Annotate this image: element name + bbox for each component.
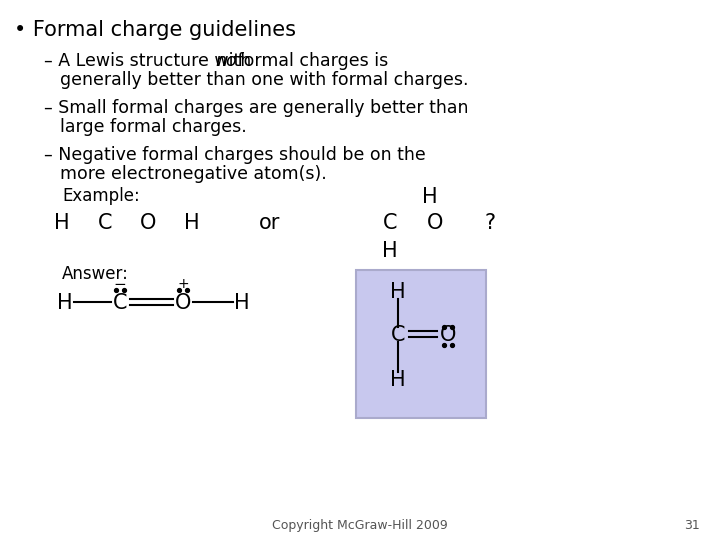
Text: large formal charges.: large formal charges. <box>60 118 247 136</box>
Text: C: C <box>98 213 112 233</box>
Text: – A Lewis structure with: – A Lewis structure with <box>44 52 257 70</box>
Text: no: no <box>215 52 237 70</box>
Text: C: C <box>113 293 127 313</box>
Text: more electronegative atom(s).: more electronegative atom(s). <box>60 165 327 183</box>
Text: • Formal charge guidelines: • Formal charge guidelines <box>14 20 296 40</box>
Text: H: H <box>57 293 73 313</box>
Text: ?: ? <box>485 213 495 233</box>
Text: Example:: Example: <box>62 187 140 205</box>
Text: O: O <box>427 213 444 233</box>
Text: 31: 31 <box>684 519 700 532</box>
Text: H: H <box>54 213 70 233</box>
Text: H: H <box>422 187 438 207</box>
Text: formal charges is: formal charges is <box>232 52 388 70</box>
Text: −: − <box>114 277 127 292</box>
Text: +: + <box>177 277 189 291</box>
Text: O: O <box>440 325 456 345</box>
Text: O: O <box>175 293 192 313</box>
Text: – Negative formal charges should be on the: – Negative formal charges should be on t… <box>44 146 426 164</box>
Text: Answer:: Answer: <box>62 265 129 283</box>
FancyBboxPatch shape <box>356 270 486 418</box>
Text: O: O <box>140 213 156 233</box>
Text: Copyright McGraw-Hill 2009: Copyright McGraw-Hill 2009 <box>272 519 448 532</box>
Text: H: H <box>184 213 200 233</box>
Text: H: H <box>382 241 398 261</box>
Text: C: C <box>383 213 397 233</box>
Text: C: C <box>391 325 405 345</box>
Text: or: or <box>259 213 281 233</box>
Text: generally better than one with formal charges.: generally better than one with formal ch… <box>60 71 469 89</box>
Text: H: H <box>390 370 406 390</box>
Text: H: H <box>390 282 406 302</box>
Text: H: H <box>234 293 250 313</box>
Text: – Small formal charges are generally better than: – Small formal charges are generally bet… <box>44 99 469 117</box>
